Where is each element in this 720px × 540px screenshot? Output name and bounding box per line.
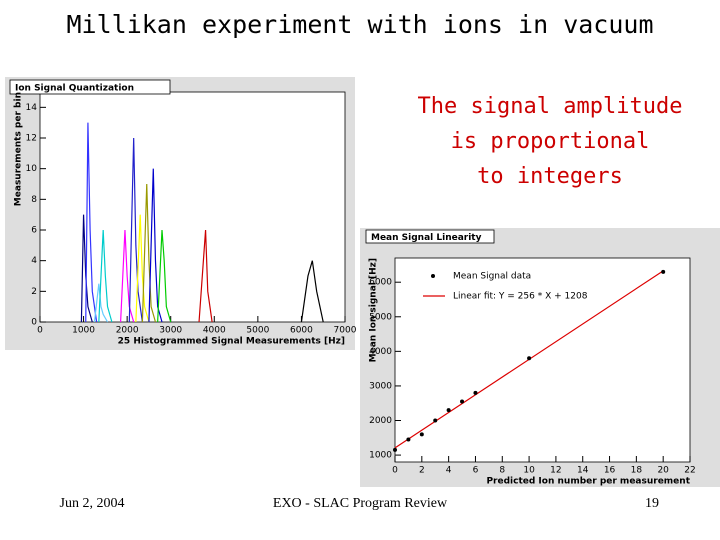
y-tick-label: 4000 [369,347,392,357]
y-tick-label: 5000 [369,312,392,322]
x-tick-label: 4 [446,466,452,476]
plot-area [39,91,346,323]
y-tick-label: 6 [31,226,37,236]
histogram-outline [85,122,98,323]
slide-title: Millikan experiment with ions in vacuum [67,10,654,39]
x-tick-label: 22 [684,466,695,476]
title-box [9,79,171,95]
x-tick-label: 3000 [159,326,182,336]
histogram-outline [198,229,213,323]
x-tick-label: 12 [550,466,561,476]
footer-event: EXO - SLAC Program Review [273,496,448,511]
x-tick-label: 6000 [290,326,313,336]
x-tick-label: 1000 [72,326,95,336]
plot-area [394,257,691,463]
x-tick-label: 7000 [334,326,357,336]
legend-label: Mean Signal data [453,272,531,282]
histogram-outline [120,229,135,323]
x-axis-label: 25 Histogrammed Signal Measurements [Hz] [118,337,345,347]
x-tick-label: 2000 [116,326,139,336]
histogram-outline [148,168,163,323]
callout: to integers [477,164,623,189]
histogram-outline [128,137,143,323]
data-point [433,418,438,423]
histogram-outline [141,183,157,323]
histogram-outline [98,229,113,323]
y-tick-label: 8 [31,195,37,205]
histogram-outline [135,214,150,323]
x-tick-label: 18 [631,466,643,476]
footer-page: 19 [645,496,659,511]
data-point [419,432,424,437]
y-tick-label: 14 [26,103,38,113]
x-tick-label: 14 [577,466,589,476]
y-tick-label: 10 [26,164,38,174]
callout: is proportional [451,129,650,154]
x-tick-label: 10 [523,466,535,476]
y-tick-label: 2000 [369,416,392,426]
y-tick-label: 4 [31,256,37,266]
data-point [393,447,397,452]
data-point [661,269,666,274]
x-axis-label: Predicted Ion number per measurement [486,477,690,487]
y-tick-label: 2 [31,287,37,297]
title-box [365,229,495,244]
y-axis-label: Mean Ion signal [Hz] [369,258,379,362]
y-tick-label: 3000 [369,381,392,391]
data-point [527,356,532,361]
data-point [460,399,465,404]
callout: The signal amplitude [418,94,683,119]
x-tick-label: 0 [37,326,43,336]
legend-label: Linear fit: Y = 256 * X + 1208 [453,292,588,302]
x-tick-label: 4000 [203,326,226,336]
y-tick-label: 1000 [369,451,392,461]
data-point [406,437,411,442]
x-tick-label: 20 [657,466,669,476]
x-tick-label: 0 [392,466,398,476]
data-point [446,408,451,413]
x-tick-label: 6 [473,466,479,476]
x-tick-label: 16 [604,466,616,476]
histogram-outline [300,260,324,323]
footer-date: Jun 2, 2004 [60,496,125,511]
y-tick-label: 6000 [369,278,392,288]
histogram-outline [93,283,109,323]
chart-title: Mean Signal Linearity [371,233,482,243]
histogram-outline [157,229,172,323]
x-tick-label: 8 [499,466,505,476]
chart-title: Ion Signal Quantization [15,84,134,94]
x-tick-label: 5000 [246,326,269,336]
data-point [473,390,478,395]
y-tick-label: 12 [26,134,37,144]
y-axis-label: Measurements per bin [14,92,24,206]
legend-marker [431,274,435,278]
y-tick-label: 0 [31,318,37,328]
x-tick-label: 2 [419,466,425,476]
